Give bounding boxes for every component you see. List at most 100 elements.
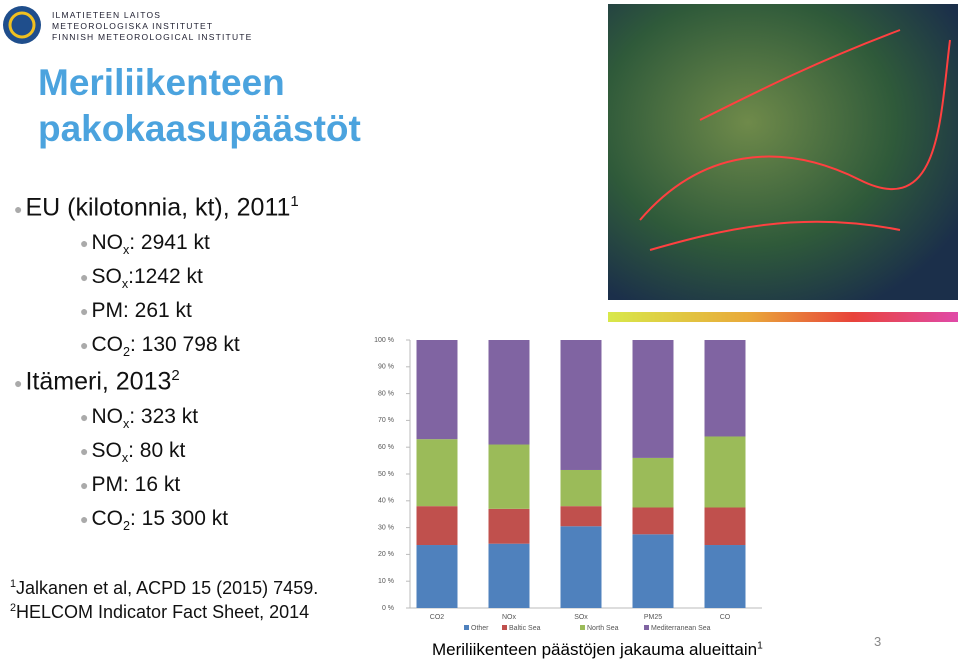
sup: 1 [10, 578, 17, 590]
legend-label: Other [471, 625, 489, 632]
bar-segment [560, 340, 602, 470]
y-tick-label: 50 % [378, 471, 394, 478]
x-tick-label: CO2 [430, 614, 445, 621]
bar-segment [704, 340, 746, 437]
text: : 130 798 kt [129, 333, 240, 356]
bullet: ● EU (kilotonnia, kt), 20111 [14, 193, 299, 222]
text: CO [91, 507, 123, 530]
text: : 80 kt [128, 439, 186, 462]
x-tick-label: NOx [502, 614, 517, 621]
y-tick-label: 40 % [378, 498, 394, 505]
legend-swatch [580, 625, 585, 630]
y-tick-label: 10 % [378, 578, 394, 585]
caption: Meriliikenteen päästöjen jakauma alueitt… [432, 640, 763, 660]
bar-segment [488, 543, 530, 608]
y-tick-label: 100 % [374, 337, 394, 344]
text: :1242 kt [128, 265, 203, 288]
sub: 2 [122, 519, 130, 534]
text: SO [91, 439, 122, 462]
bar-segment [488, 444, 530, 509]
text: NO [91, 231, 123, 254]
map-routes [639, 29, 951, 251]
bullet-dot: ● [80, 235, 89, 252]
legend-swatch [464, 625, 469, 630]
text: : 323 kt [129, 405, 199, 428]
map-colorbar [608, 312, 958, 322]
logo-text: METEOROLOGISKA INSTITUTET [52, 21, 214, 31]
sup: 2 [10, 602, 17, 614]
legend-label: Mediterranean Sea [651, 625, 711, 632]
footnote: 2HELCOM Indicator Fact Sheet, 2014 [10, 602, 309, 623]
sub-bullet: ● CO2: 130 798 kt [80, 333, 240, 359]
bar-segment [704, 436, 746, 508]
y-tick-label: 80 % [378, 390, 394, 397]
logo-ring [8, 11, 36, 39]
x-tick-label: PM25 [644, 614, 662, 621]
sub-bullet: ● CO2: 15 300 kt [80, 507, 228, 533]
text: PM: 16 kt [91, 473, 181, 496]
sub: 2 [122, 345, 130, 360]
bullet-dot: ● [80, 337, 89, 354]
footnote: 1Jalkanen et al, ACPD 15 (2015) 7459. [10, 578, 318, 599]
x-tick-label: CO [720, 614, 731, 621]
logo-text: FINNISH METEOROLOGICAL INSTITUTE [52, 32, 253, 42]
text: NO [91, 405, 123, 428]
bullet-dot: ● [80, 443, 89, 460]
sup: 2 [171, 367, 180, 384]
title: pakokaasupäästöt [38, 108, 361, 149]
bar-segment [416, 545, 458, 608]
bar-segment [416, 439, 458, 507]
y-tick-label: 30 % [378, 524, 394, 531]
sub: x [121, 451, 129, 466]
sub: x [122, 243, 130, 258]
sub-bullet: ● SOx: 80 kt [80, 439, 185, 465]
map-image [608, 4, 958, 300]
y-tick-label: 0 % [382, 605, 394, 612]
text: HELCOM Indicator Fact Sheet, 2014 [16, 602, 310, 622]
y-tick-label: 60 % [378, 444, 394, 451]
bar-segment [632, 340, 674, 458]
y-tick-label: 20 % [378, 551, 394, 558]
bar-segment [704, 507, 746, 546]
text: Jalkanen et al, ACPD 15 (2015) 7459. [16, 578, 319, 598]
text: EU (kilotonnia, kt), 2011 [25, 193, 291, 222]
bar-segment [416, 506, 458, 546]
bar-segment [488, 508, 530, 544]
bar-segment [560, 506, 602, 527]
bullet-dot: ● [14, 200, 23, 217]
bullet-dot: ● [80, 477, 89, 494]
text: CO [91, 333, 123, 356]
sub-bullet: ● PM: 16 kt [80, 473, 180, 497]
bar-segment [560, 526, 602, 608]
bar-segment [632, 534, 674, 608]
legend-label: Baltic Sea [509, 625, 541, 632]
bullet-dot: ● [80, 269, 89, 286]
bar-segment [416, 340, 458, 440]
text: : 15 300 kt [129, 507, 229, 530]
sub-bullet: ● NOx: 323 kt [80, 405, 198, 431]
sub: x [122, 417, 130, 432]
legend-swatch [502, 625, 507, 630]
bar-segment [632, 457, 674, 508]
legend-label: North Sea [587, 625, 619, 632]
text: PM: 261 kt [91, 299, 192, 322]
title: Meriliikenteen [38, 62, 285, 103]
bullet-dot: ● [80, 303, 89, 320]
sub-bullet: ● PM: 261 kt [80, 299, 192, 323]
bar-segment [632, 507, 674, 535]
bar-segment [704, 545, 746, 608]
bullet-dot: ● [14, 374, 23, 391]
page-number: 3 [874, 634, 882, 649]
sub: x [121, 277, 129, 292]
bar-segment [560, 469, 602, 507]
sup: 1 [290, 193, 299, 210]
y-tick-label: 90 % [378, 364, 394, 371]
text: Itämeri, 2013 [25, 367, 172, 396]
legend-swatch [644, 625, 649, 630]
bar-segment [488, 340, 530, 445]
y-tick-label: 70 % [378, 417, 394, 424]
x-tick-label: SOx [574, 614, 588, 621]
sup: 1 [757, 640, 763, 652]
